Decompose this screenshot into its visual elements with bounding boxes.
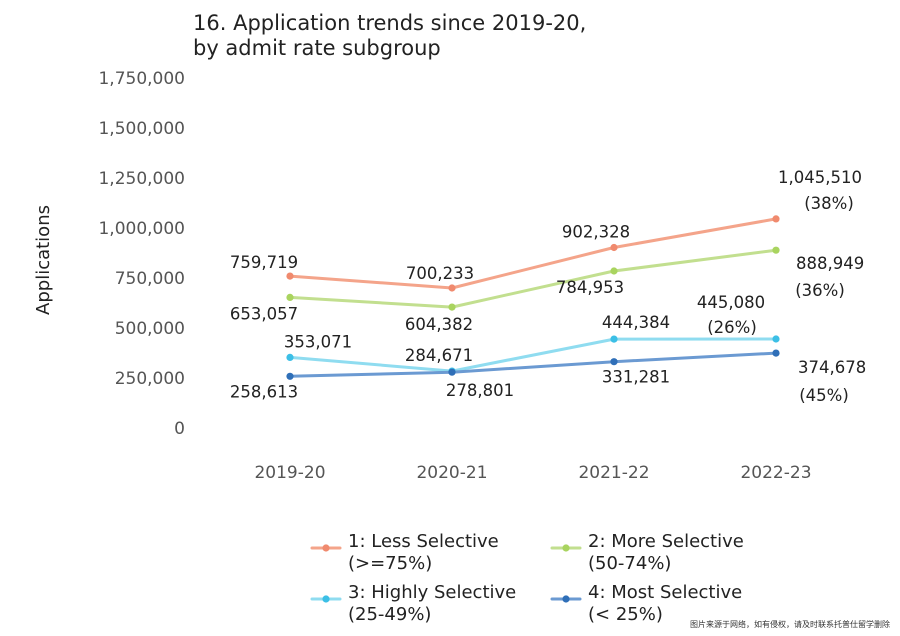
series-point (610, 358, 618, 366)
series-lines (288, 217, 778, 378)
legend-label-range: (50-74%) (588, 553, 671, 574)
series-point (772, 246, 780, 254)
data-label: 374,678 (798, 358, 866, 377)
series-point (448, 303, 456, 311)
data-label: 445,080 (697, 293, 765, 312)
y-tick-label: 1,500,000 (98, 119, 185, 139)
legend-item: 1: Less Selective(>=75%) (310, 531, 499, 574)
series-line (288, 217, 778, 290)
y-tick-label: 1,250,000 (98, 169, 185, 189)
legend-label-range: (>=75%) (348, 553, 432, 574)
series-point (286, 372, 294, 380)
data-label: 653,057 (230, 304, 298, 323)
legend-item: 4: Most Selective(< 25%) (550, 582, 742, 625)
series-line (288, 248, 778, 309)
legend: 1: Less Selective(>=75%) 2: More Selectiv… (310, 531, 744, 625)
series-point (610, 267, 618, 275)
y-tick-label: 750,000 (115, 269, 185, 289)
data-label: 604,382 (405, 315, 473, 334)
data-label: 784,953 (556, 278, 624, 297)
y-axis-ticks: 0 250,000 500,000 750,000 1,000,000 1,250,000… (98, 69, 185, 439)
legend-label: 3: Highly Selective (348, 582, 516, 603)
x-axis-ticks: 2019-20 2020-21 2021-22 2022-23 (254, 463, 811, 483)
data-label: 700,233 (406, 264, 474, 283)
legend-swatch-point (562, 544, 570, 552)
y-tick-label: 1,750,000 (98, 69, 185, 89)
share-label: (36%) (795, 281, 845, 300)
series-point (448, 368, 456, 376)
x-tick-label: 2019-20 (254, 463, 325, 483)
data-label: 1,045,510 (778, 168, 862, 187)
chart-title-line: 16. Application trends since 2019-20, (193, 11, 586, 35)
data-label: 278,801 (446, 381, 514, 400)
y-tick-label: 0 (174, 419, 185, 439)
series-point (772, 335, 780, 343)
legend-label-range: (< 25%) (588, 604, 663, 625)
series-point (286, 272, 294, 280)
series-point (610, 335, 618, 343)
share-label: (38%) (804, 194, 854, 213)
legend-swatch-point (322, 544, 330, 552)
series-point (286, 293, 294, 301)
x-tick-label: 2020-21 (416, 463, 487, 483)
data-label: 888,949 (796, 254, 864, 273)
series-line (288, 337, 778, 373)
data-label: 331,281 (602, 368, 670, 387)
legend-item: 2: More Selective(50-74%) (550, 531, 744, 574)
series-point (448, 284, 456, 292)
series-point (772, 215, 780, 223)
series-point (286, 353, 294, 361)
y-axis-title: Applications (33, 205, 54, 315)
data-label: 353,071 (284, 332, 352, 351)
series-line (288, 351, 778, 378)
data-labels: 759,719 700,233 902,328 1,045,510 (38%) 653,0… (230, 168, 866, 405)
data-label: 284,671 (405, 346, 473, 365)
share-label: (26%) (707, 318, 757, 337)
legend-swatch-point (322, 595, 330, 603)
data-label: 902,328 (562, 223, 630, 242)
y-tick-label: 500,000 (115, 319, 185, 339)
data-label: 444,384 (602, 313, 670, 332)
series-point (772, 349, 780, 357)
legend-label: 4: Most Selective (588, 582, 742, 603)
legend-item: 3: Highly Selective(25-49%) (310, 582, 516, 625)
chart-title: 16. Application trends since 2019-20,by … (193, 11, 586, 60)
legend-label: 1: Less Selective (348, 531, 499, 552)
share-label: (45%) (799, 386, 849, 405)
x-tick-label: 2021-22 (578, 463, 649, 483)
legend-label-range: (25-49%) (348, 604, 431, 625)
watermark-text: 图片来源于网络，如有侵权，请及时联系托普仕留学删除 (690, 620, 890, 629)
chart-title-line: by admit rate subgroup (193, 36, 441, 60)
legend-swatch-point (562, 595, 570, 603)
data-label: 759,719 (230, 253, 298, 272)
series-point (610, 243, 618, 252)
y-tick-label: 1,000,000 (98, 219, 185, 239)
series-points (286, 215, 780, 380)
x-tick-label: 2022-23 (740, 463, 811, 483)
y-tick-label: 250,000 (115, 369, 185, 389)
legend-label: 2: More Selective (588, 531, 744, 552)
data-label: 258,613 (230, 382, 298, 401)
